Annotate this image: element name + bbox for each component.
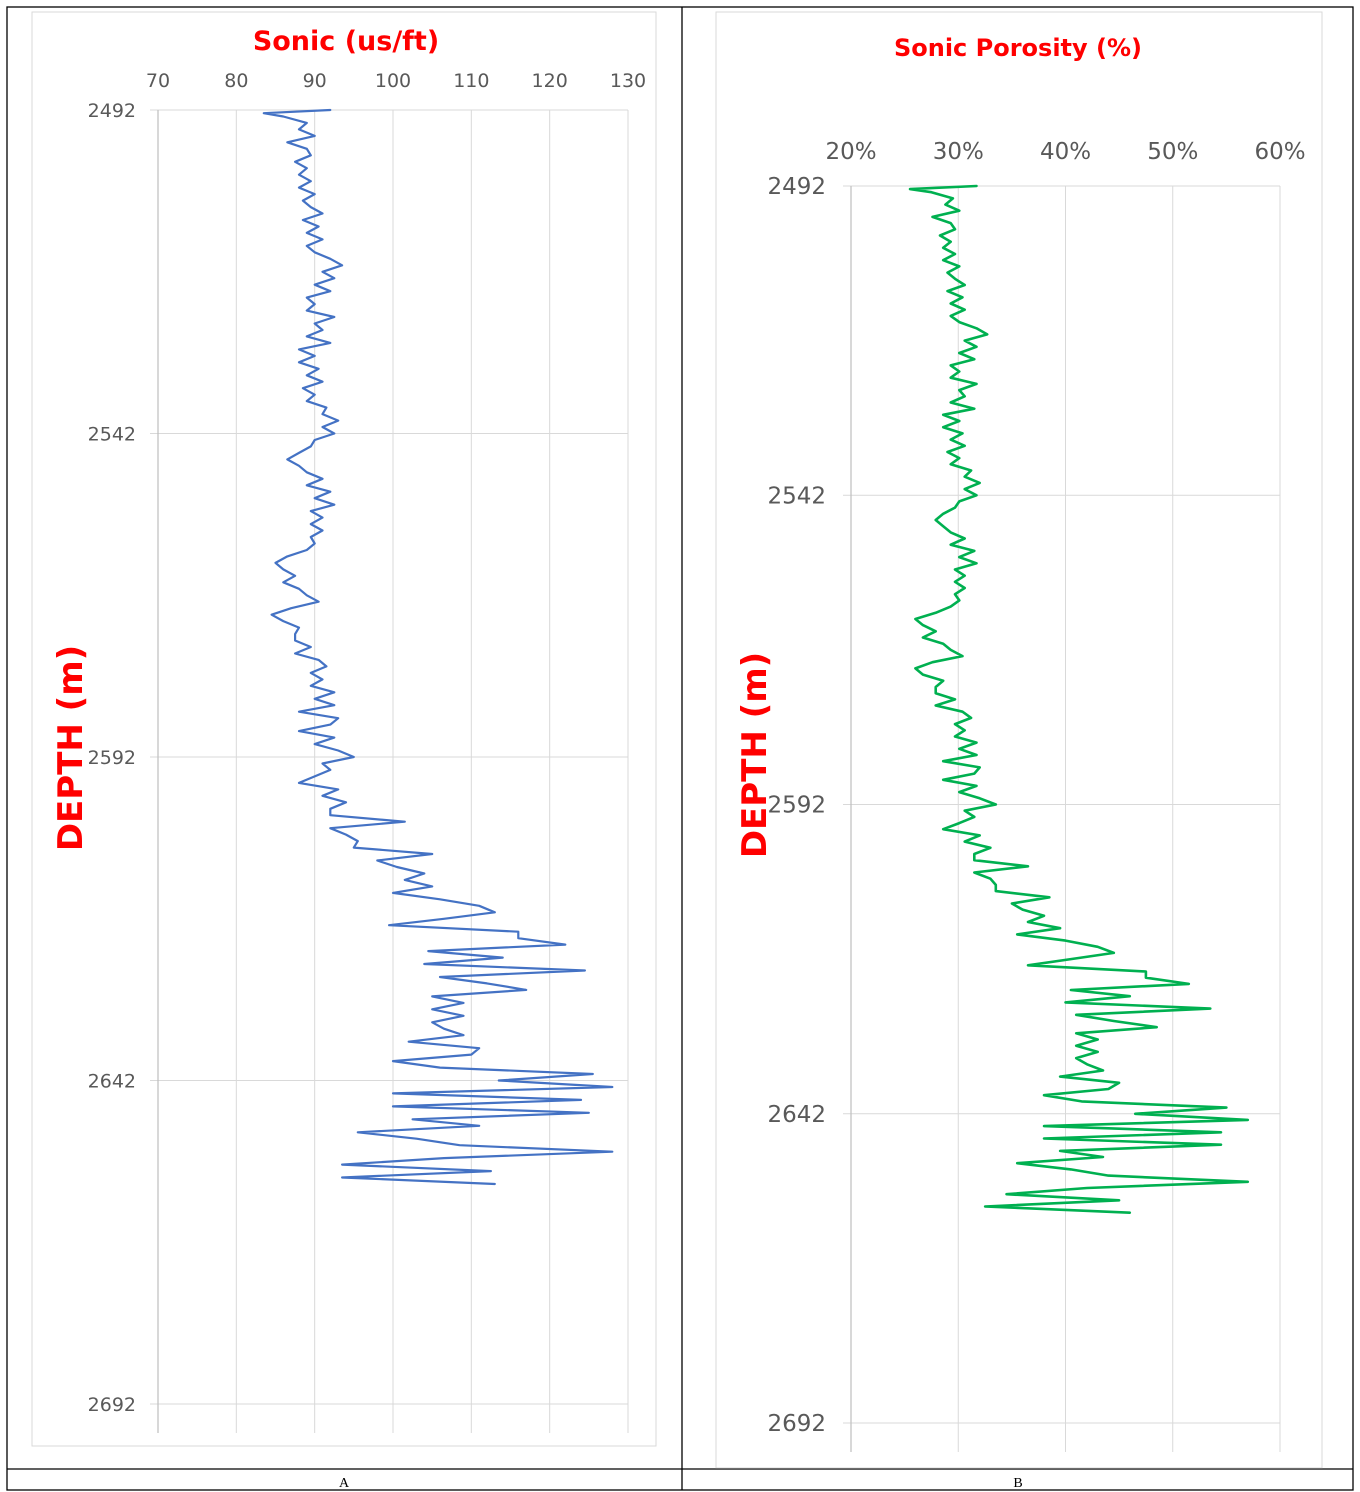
chart-a-ylabel: DEPTH (m) — [51, 645, 91, 851]
x-tick-label-b-3: 50% — [1147, 139, 1198, 165]
caption-a: A — [339, 1476, 350, 1491]
y-tick-label-b-0: 2492 — [767, 174, 826, 200]
chart-b-title: Sonic Porosity (%) — [894, 34, 1142, 62]
x-tick-label-a-4: 110 — [453, 70, 489, 92]
x-tick-label-b-1: 30% — [933, 139, 984, 165]
series-line-b — [908, 184, 1250, 1214]
x-tick-label-b-0: 20% — [825, 139, 876, 165]
chart-b-frame — [715, 11, 1323, 1469]
x-tick-label-b-2: 40% — [1040, 139, 1091, 165]
y-tick-label-a-4: 2692 — [88, 1394, 136, 1416]
y-tick-label-b-3: 2642 — [767, 1102, 826, 1128]
series-line-a — [262, 108, 614, 1186]
chart-b-ylabel: DEPTH (m) — [735, 652, 775, 858]
y-tick-label-a-1: 2542 — [88, 424, 136, 446]
x-tick-label-a-1: 80 — [224, 70, 248, 92]
chart-a-frame — [31, 11, 657, 1447]
x-tick-label-a-6: 130 — [610, 70, 646, 92]
y-tick-label-a-3: 2642 — [88, 1071, 136, 1093]
y-tick-label-b-1: 2542 — [767, 483, 826, 509]
chart-a: 70 80 90 100 110 120 130 2492 2542 2592 2642 2692 — [88, 70, 646, 1433]
x-tick-label-b-4: 60% — [1254, 139, 1305, 165]
x-tick-label-a-2: 90 — [303, 70, 327, 92]
table-frame — [6, 6, 1354, 1491]
y-tick-label-b-2: 2592 — [767, 793, 826, 819]
caption-b: B — [1013, 1476, 1022, 1491]
x-tick-label-a-5: 120 — [532, 70, 568, 92]
y-tick-label-a-0: 2492 — [88, 100, 136, 122]
chart-b: 20% 30% 40% 50% 60% 2492 2542 2592 2642 2692 — [767, 139, 1306, 1452]
x-tick-label-a-3: 100 — [375, 70, 411, 92]
x-tick-label-a-0: 70 — [146, 70, 170, 92]
chart-a-title: Sonic (us/ft) — [253, 26, 439, 57]
y-tick-label-b-4: 2692 — [767, 1411, 826, 1437]
y-tick-label-a-2: 2592 — [88, 747, 136, 769]
